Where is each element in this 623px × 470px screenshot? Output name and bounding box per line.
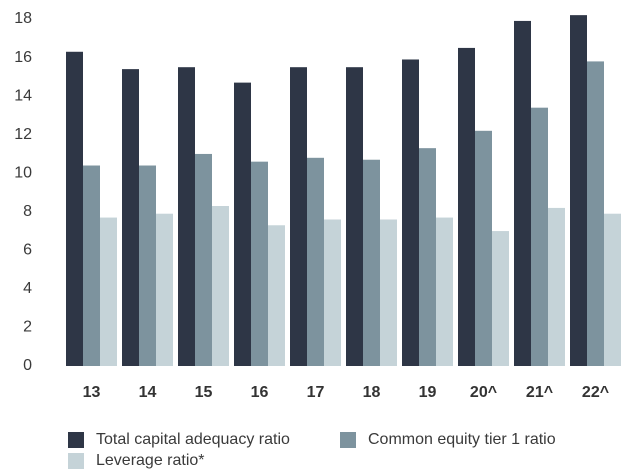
x-tick-label: 22^ bbox=[582, 384, 609, 401]
bar bbox=[531, 107, 548, 366]
x-tick-label: 20^ bbox=[470, 384, 497, 401]
bar bbox=[122, 69, 139, 366]
bar bbox=[251, 161, 268, 366]
y-tick-label: 12 bbox=[14, 126, 32, 143]
bar bbox=[570, 15, 587, 367]
bar bbox=[324, 219, 341, 366]
y-tick-label: 8 bbox=[23, 203, 32, 220]
y-tick-label: 10 bbox=[14, 164, 32, 181]
bar bbox=[195, 153, 212, 366]
bar bbox=[212, 205, 229, 366]
bar bbox=[363, 159, 380, 366]
bar bbox=[66, 51, 83, 367]
bar bbox=[475, 130, 492, 366]
legend-swatch bbox=[340, 432, 356, 448]
y-tick-label: 16 bbox=[14, 49, 32, 66]
x-tick-label: 16 bbox=[251, 384, 269, 401]
bar bbox=[268, 225, 285, 366]
legend-swatch bbox=[68, 432, 84, 448]
legend-label: Common equity tier 1 ratio bbox=[368, 431, 556, 448]
bar bbox=[139, 165, 156, 366]
bar bbox=[402, 59, 419, 366]
x-tick-label: 18 bbox=[363, 384, 381, 401]
bar bbox=[587, 61, 604, 367]
bar bbox=[548, 207, 565, 366]
bar bbox=[458, 47, 475, 367]
x-tick-label: 15 bbox=[195, 384, 213, 401]
x-tick-label: 19 bbox=[419, 384, 437, 401]
bar bbox=[307, 157, 324, 366]
bar bbox=[604, 213, 621, 366]
bar bbox=[178, 67, 195, 366]
x-tick-label: 14 bbox=[139, 384, 157, 401]
y-tick-label: 2 bbox=[23, 319, 32, 336]
legend-label: Total capital adequacy ratio bbox=[96, 431, 290, 448]
bar bbox=[83, 165, 100, 366]
bar bbox=[346, 67, 363, 366]
bar bbox=[380, 219, 397, 366]
y-tick-label: 6 bbox=[23, 242, 32, 259]
bar bbox=[436, 217, 453, 366]
y-tick-label: 14 bbox=[14, 87, 32, 104]
bar bbox=[156, 213, 173, 366]
y-tick-label: 18 bbox=[14, 10, 32, 27]
bar bbox=[100, 217, 117, 366]
x-tick-label: 17 bbox=[307, 384, 325, 401]
y-tick-label: 4 bbox=[23, 280, 32, 297]
bar bbox=[419, 148, 436, 366]
bar bbox=[290, 67, 307, 366]
bar bbox=[234, 82, 251, 366]
bar bbox=[514, 20, 531, 367]
y-tick-label: 0 bbox=[23, 357, 32, 374]
legend-swatch bbox=[68, 453, 84, 469]
legend-label: Leverage ratio* bbox=[96, 452, 205, 469]
x-tick-label: 21^ bbox=[526, 384, 553, 401]
bar bbox=[492, 231, 509, 366]
x-tick-label: 13 bbox=[83, 384, 101, 401]
